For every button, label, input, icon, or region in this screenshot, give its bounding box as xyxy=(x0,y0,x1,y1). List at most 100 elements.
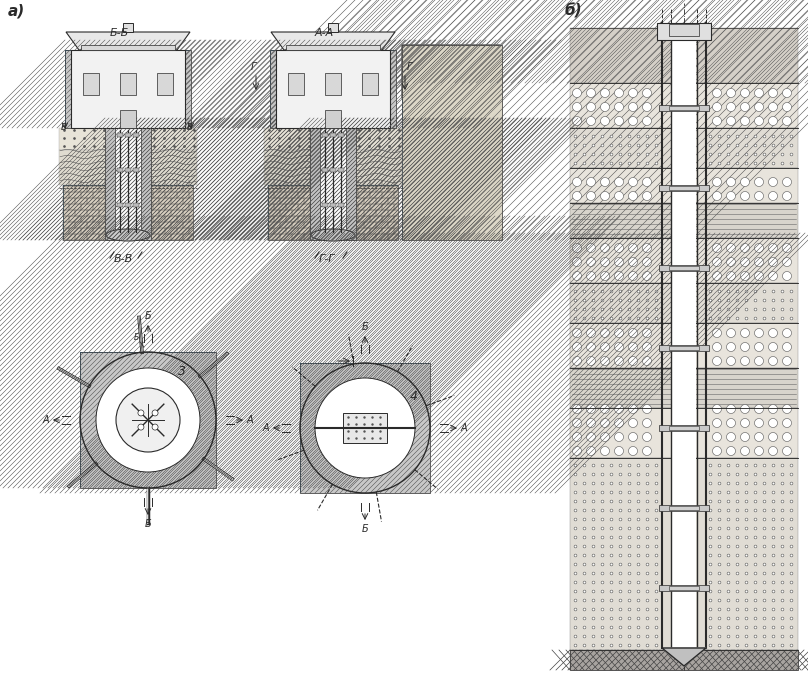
Bar xyxy=(120,110,136,128)
Circle shape xyxy=(573,116,582,125)
Circle shape xyxy=(587,356,595,365)
Bar xyxy=(310,128,320,240)
Bar xyxy=(80,352,216,488)
Bar xyxy=(330,168,336,172)
Circle shape xyxy=(600,191,609,200)
Circle shape xyxy=(629,244,638,252)
Circle shape xyxy=(615,191,624,200)
Bar xyxy=(659,105,709,111)
Bar xyxy=(288,73,304,95)
Bar xyxy=(659,505,709,511)
Circle shape xyxy=(587,447,595,455)
Bar xyxy=(669,586,699,590)
Circle shape xyxy=(713,178,722,186)
Circle shape xyxy=(768,257,777,266)
Bar xyxy=(65,50,75,128)
Polygon shape xyxy=(271,32,395,50)
Text: Г: Г xyxy=(251,62,256,72)
Circle shape xyxy=(726,356,735,365)
Bar xyxy=(80,352,216,488)
Circle shape xyxy=(782,433,792,442)
Circle shape xyxy=(573,103,582,111)
Circle shape xyxy=(713,433,722,442)
Circle shape xyxy=(587,433,595,442)
Circle shape xyxy=(726,405,735,413)
Bar xyxy=(570,28,798,83)
Polygon shape xyxy=(662,648,706,666)
Circle shape xyxy=(600,405,609,413)
Circle shape xyxy=(600,103,609,111)
Circle shape xyxy=(768,103,777,111)
Bar xyxy=(570,83,798,128)
Circle shape xyxy=(573,244,582,252)
Circle shape xyxy=(615,447,624,455)
Polygon shape xyxy=(402,45,500,240)
Text: А: А xyxy=(246,415,254,425)
Circle shape xyxy=(587,191,595,200)
Circle shape xyxy=(629,433,638,442)
Bar xyxy=(270,50,280,128)
Circle shape xyxy=(642,89,651,98)
Circle shape xyxy=(740,244,750,252)
Circle shape xyxy=(587,343,595,352)
Circle shape xyxy=(740,405,750,413)
Circle shape xyxy=(726,103,735,111)
Circle shape xyxy=(573,433,582,442)
Circle shape xyxy=(713,103,722,111)
Circle shape xyxy=(573,418,582,427)
Circle shape xyxy=(755,257,764,266)
Circle shape xyxy=(768,405,777,413)
Text: Г-Г: Г-Г xyxy=(319,254,335,264)
Bar xyxy=(117,133,123,137)
Circle shape xyxy=(782,178,792,186)
Circle shape xyxy=(726,433,735,442)
Circle shape xyxy=(782,272,792,281)
Bar xyxy=(343,413,387,443)
Bar xyxy=(181,50,191,128)
Bar xyxy=(657,23,711,40)
Bar xyxy=(346,128,356,240)
Text: В: В xyxy=(61,123,67,132)
Bar xyxy=(322,133,328,137)
Circle shape xyxy=(782,191,792,200)
Bar xyxy=(328,23,338,32)
Circle shape xyxy=(740,343,750,352)
Circle shape xyxy=(642,116,651,125)
Bar xyxy=(570,650,798,670)
Circle shape xyxy=(600,343,609,352)
Circle shape xyxy=(600,272,609,281)
Text: А: А xyxy=(43,415,49,425)
Circle shape xyxy=(713,447,722,455)
Circle shape xyxy=(600,116,609,125)
Circle shape xyxy=(573,343,582,352)
Bar xyxy=(570,203,798,238)
Bar xyxy=(300,363,430,493)
Bar xyxy=(141,128,151,240)
Text: Б-Б: Б-Б xyxy=(110,28,129,38)
Bar xyxy=(322,203,328,207)
Bar xyxy=(276,50,390,128)
Circle shape xyxy=(615,272,624,281)
Circle shape xyxy=(713,257,722,266)
Circle shape xyxy=(152,410,158,416)
Circle shape xyxy=(615,178,624,186)
Bar xyxy=(659,345,709,351)
Circle shape xyxy=(768,433,777,442)
Bar xyxy=(65,50,75,128)
Circle shape xyxy=(629,328,638,338)
Circle shape xyxy=(152,424,158,430)
Circle shape xyxy=(615,116,624,125)
Bar xyxy=(570,168,798,203)
Circle shape xyxy=(713,191,722,200)
Circle shape xyxy=(755,418,764,427)
Circle shape xyxy=(768,343,777,352)
Circle shape xyxy=(573,356,582,365)
Circle shape xyxy=(740,447,750,455)
Bar xyxy=(117,168,123,172)
Circle shape xyxy=(713,405,722,413)
Circle shape xyxy=(642,328,651,338)
Circle shape xyxy=(573,191,582,200)
Bar xyxy=(570,168,798,203)
Circle shape xyxy=(642,447,651,455)
Circle shape xyxy=(755,244,764,252)
